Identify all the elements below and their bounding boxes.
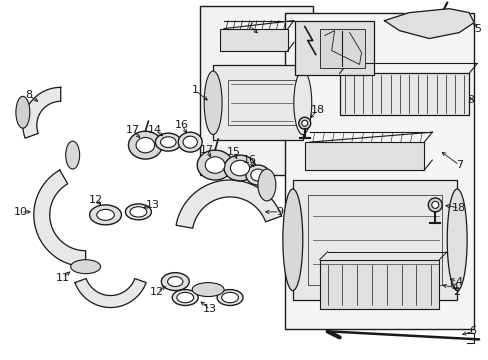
Bar	[292, 180, 456, 300]
Ellipse shape	[128, 131, 162, 159]
Text: 17: 17	[125, 125, 139, 135]
Bar	[307, 195, 441, 285]
Bar	[339, 73, 468, 115]
Ellipse shape	[250, 169, 264, 181]
Text: 17: 17	[200, 145, 214, 155]
Polygon shape	[75, 279, 146, 307]
Ellipse shape	[130, 207, 146, 217]
Ellipse shape	[205, 157, 224, 173]
Text: 5: 5	[474, 24, 481, 33]
Ellipse shape	[293, 71, 311, 135]
Text: 12: 12	[88, 195, 102, 205]
Text: 6: 6	[468, 327, 476, 336]
Bar	[294, 21, 374, 75]
Text: 12: 12	[150, 287, 164, 297]
Ellipse shape	[161, 273, 189, 291]
Ellipse shape	[192, 283, 224, 297]
Ellipse shape	[224, 155, 255, 181]
Text: 7: 7	[246, 21, 253, 31]
Ellipse shape	[71, 260, 101, 274]
Ellipse shape	[136, 138, 154, 153]
Bar	[304, 142, 424, 170]
Ellipse shape	[178, 132, 202, 152]
Text: 13: 13	[203, 305, 217, 315]
Polygon shape	[176, 180, 281, 228]
Text: 4: 4	[455, 276, 462, 287]
Ellipse shape	[89, 205, 121, 225]
Text: 3: 3	[467, 95, 474, 105]
Ellipse shape	[282, 189, 302, 291]
Text: 16: 16	[243, 155, 257, 165]
Text: 14: 14	[148, 125, 162, 135]
Bar	[227, 80, 295, 125]
Ellipse shape	[167, 277, 183, 287]
Text: 7: 7	[455, 160, 462, 170]
Bar	[319, 260, 438, 310]
Ellipse shape	[65, 141, 80, 169]
Ellipse shape	[16, 96, 30, 128]
Text: 1: 1	[191, 85, 198, 95]
Polygon shape	[34, 170, 85, 267]
Text: 9: 9	[276, 207, 283, 217]
Ellipse shape	[258, 169, 275, 201]
Text: 11: 11	[56, 273, 70, 283]
Ellipse shape	[427, 198, 441, 212]
Bar	[200, 6, 312, 175]
Polygon shape	[23, 87, 61, 138]
Polygon shape	[384, 9, 473, 39]
Ellipse shape	[177, 292, 193, 303]
Ellipse shape	[301, 120, 307, 126]
Ellipse shape	[298, 117, 310, 129]
Text: 10: 10	[14, 207, 28, 217]
Ellipse shape	[155, 133, 181, 151]
Ellipse shape	[245, 165, 269, 185]
Ellipse shape	[197, 150, 233, 180]
Bar	[220, 28, 287, 50]
Ellipse shape	[221, 292, 238, 303]
Text: 15: 15	[226, 147, 241, 157]
Text: 13: 13	[145, 200, 159, 210]
Text: 4: 4	[451, 283, 458, 293]
Ellipse shape	[125, 204, 151, 220]
Bar	[213, 66, 302, 140]
Ellipse shape	[431, 201, 438, 208]
Ellipse shape	[97, 210, 114, 220]
Text: 2: 2	[453, 287, 460, 297]
Text: 18: 18	[451, 203, 465, 213]
Text: 16: 16	[175, 120, 189, 130]
Ellipse shape	[230, 160, 249, 176]
Ellipse shape	[172, 289, 198, 306]
Ellipse shape	[183, 136, 197, 148]
Ellipse shape	[203, 71, 222, 135]
Ellipse shape	[447, 189, 466, 291]
Bar	[285, 13, 473, 329]
Ellipse shape	[217, 289, 243, 306]
Ellipse shape	[160, 137, 176, 148]
Text: 18: 18	[310, 105, 324, 115]
Bar	[319, 28, 364, 68]
Text: 8: 8	[25, 90, 32, 100]
